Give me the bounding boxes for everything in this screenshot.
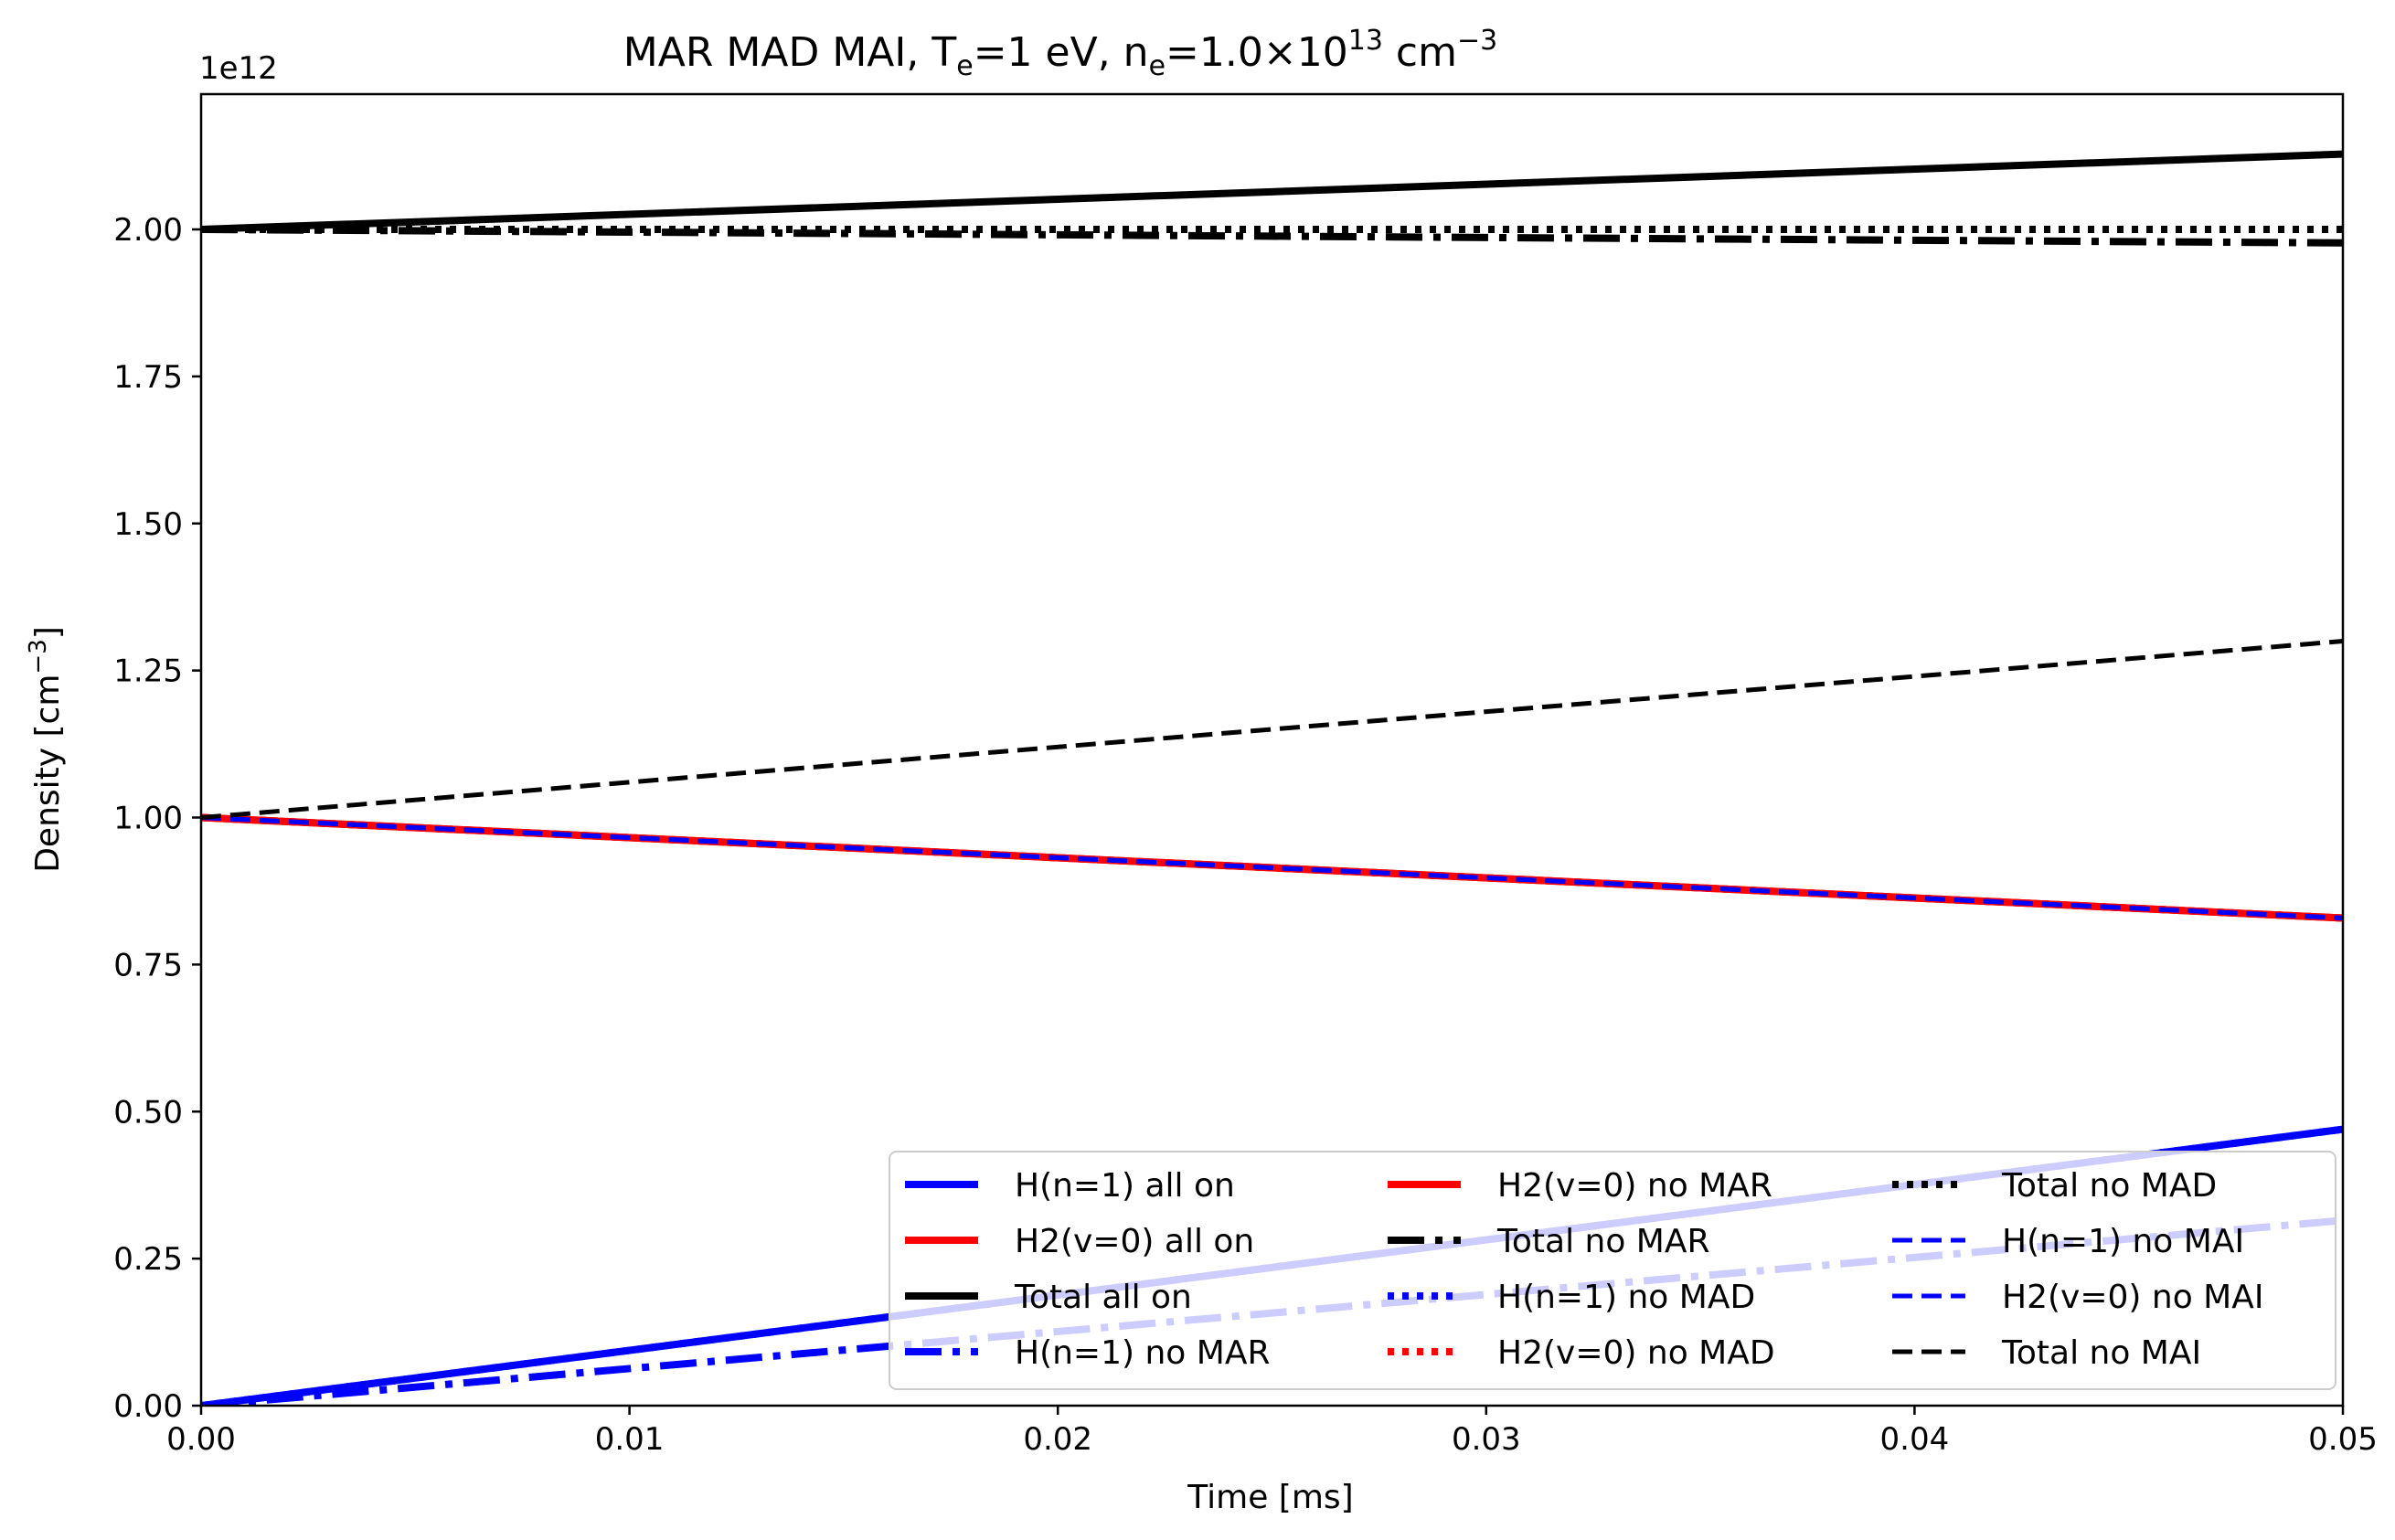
y-tick-label: 2.00 (113, 212, 183, 249)
chart-title: MAR MAD MAI, Te=1 eV, ne=1.0×1013 cm−3 (623, 25, 1497, 82)
x-tick-label: 0.02 (1023, 1421, 1092, 1458)
x-tick-label: 0.03 (1452, 1421, 1521, 1458)
legend-label: H(n=1) no MAI (2002, 1223, 2244, 1260)
series-line-total-all-on (201, 150, 2343, 233)
legend-label: H2(v=0) all on (1015, 1223, 1254, 1260)
legend-label: H2(v=0) no MAR (1497, 1167, 1772, 1205)
legend-label: H2(v=0) no MAD (1497, 1334, 1775, 1372)
x-tick-label: 0.00 (166, 1421, 236, 1458)
legend-label: Total no MAI (2001, 1334, 2201, 1372)
y-tick-label: 1.00 (113, 801, 183, 837)
y-axis-label: Density [cm−3] (25, 626, 67, 873)
legend-label: Total no MAD (2001, 1167, 2217, 1205)
plot-frame (199, 92, 2345, 1407)
y-tick-label: 1.75 (113, 359, 183, 396)
y-tick-label: 0.25 (113, 1241, 183, 1278)
y-tick-label: 0.75 (113, 947, 183, 983)
x-tick-label: 0.05 (2308, 1421, 2378, 1458)
legend-label: Total all on (1014, 1279, 1192, 1316)
x-tick-label: 0.01 (595, 1421, 665, 1458)
series-line-h2-v-0-no-mai (201, 815, 2343, 920)
legend-label: H(n=1) all on (1015, 1167, 1235, 1205)
axis-ticks: 0.00 0.01 0.02 0.03 0.04 0.05 0.00 0.25 0.50 0.75… (113, 212, 2378, 1458)
legend: H(n=1) all on H2(v=0) all on Total all on H… (889, 1151, 2336, 1390)
legend-box (889, 1151, 2336, 1390)
legend-label: H2(v=0) no MAI (2002, 1279, 2263, 1316)
series-line-total-no-mai (201, 639, 2343, 820)
y-tick-label: 1.25 (113, 653, 183, 690)
legend-label: Total no MAR (1496, 1223, 1710, 1260)
y-tick-label: 1.50 (113, 506, 183, 543)
legend-label: H(n=1) no MAR (1015, 1334, 1270, 1372)
y-tick-label: 0.00 (113, 1388, 183, 1425)
y-tick-label: 0.50 (113, 1094, 183, 1131)
y-offset-label: 1e12 (199, 50, 278, 87)
x-axis-label: Time [ms] (1187, 1479, 1353, 1516)
legend-label: H(n=1) no MAD (1497, 1279, 1755, 1316)
x-tick-label: 0.04 (1880, 1421, 1950, 1458)
